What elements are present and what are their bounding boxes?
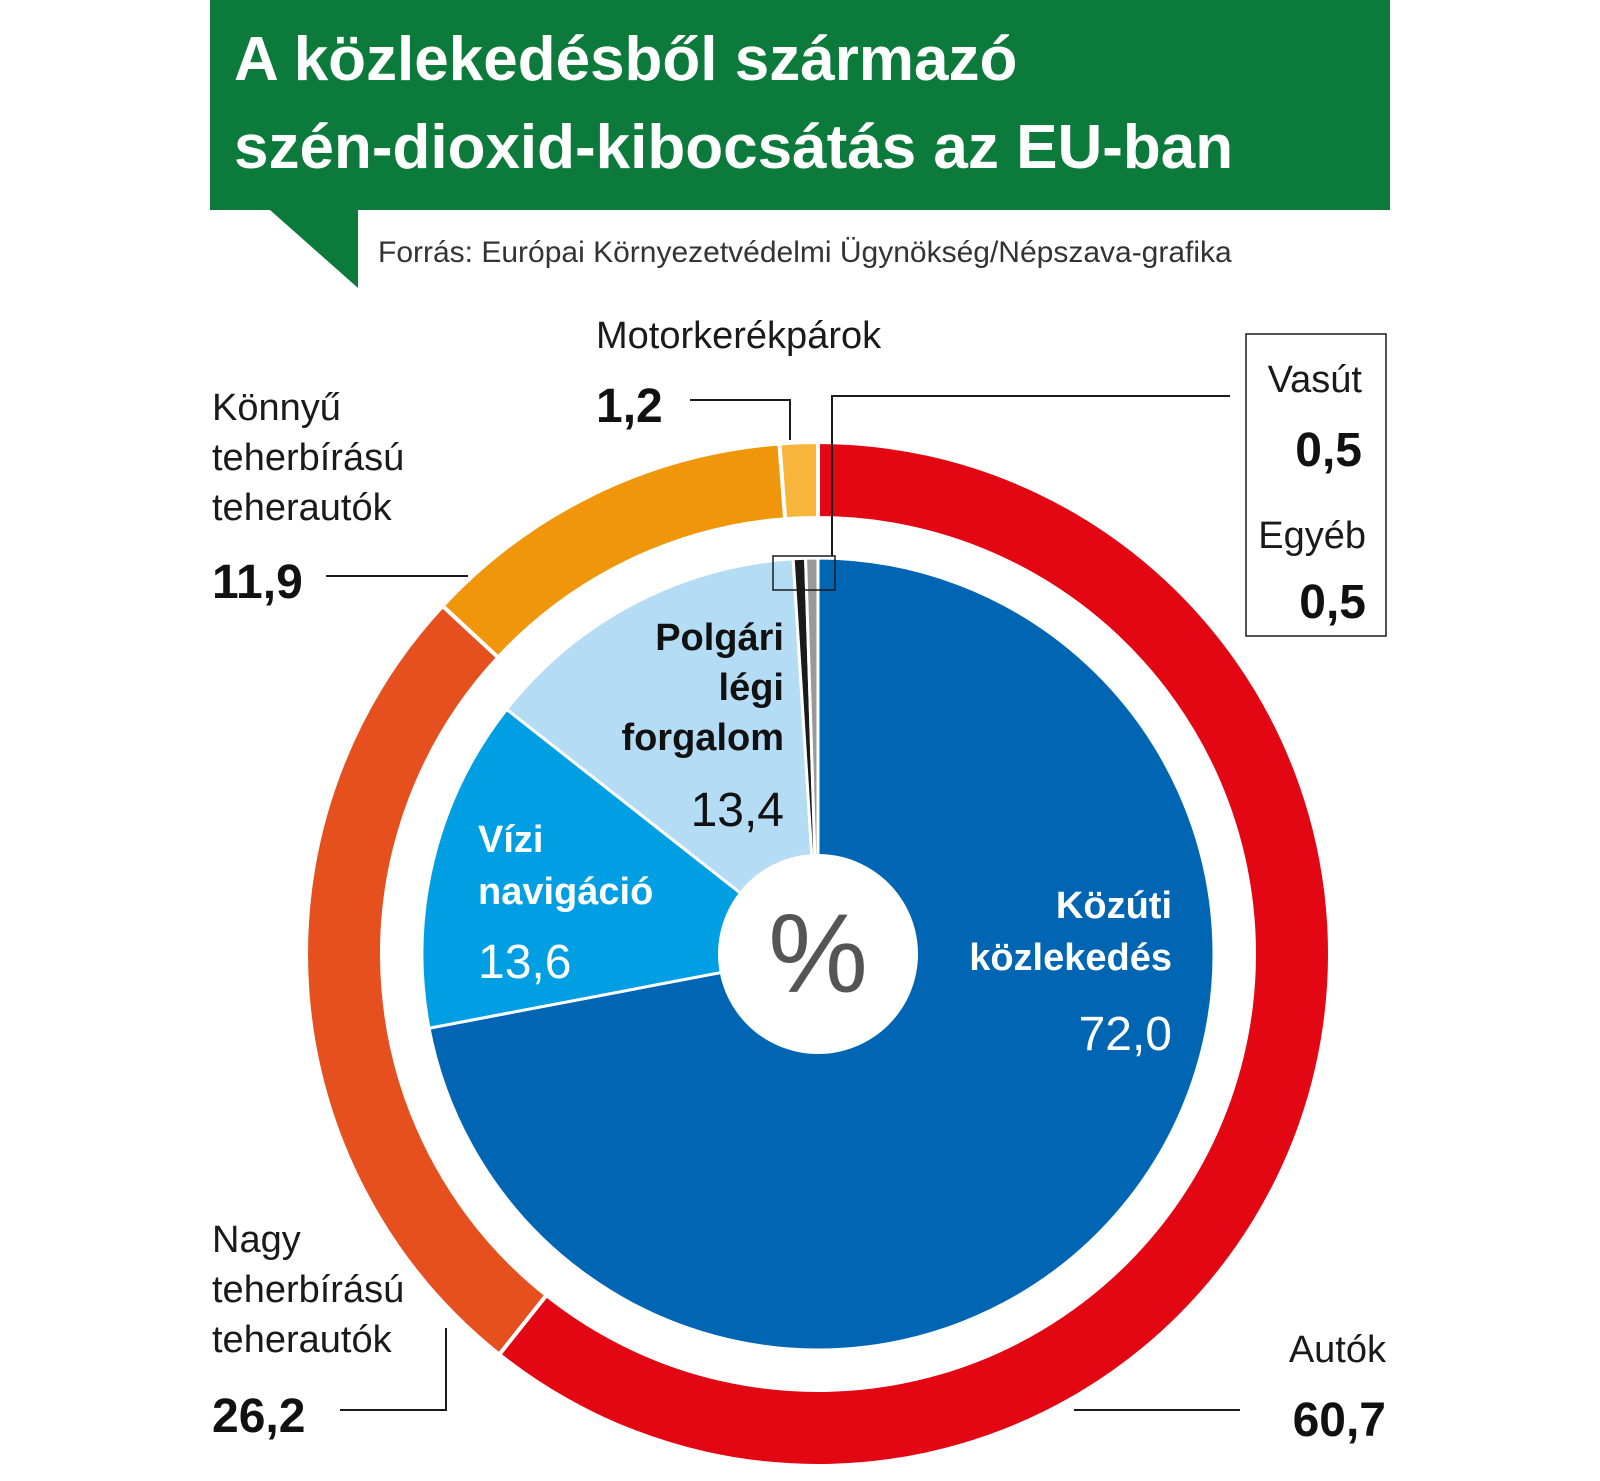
label-nagy-line-1: Nagy (212, 1219, 301, 1261)
outer-slice-autok (496, 439, 1332, 1468)
label-vizi: Vízi navigáció 13,6 (478, 819, 653, 989)
title-background (210, 0, 1390, 210)
label-nagy-line-2: teherbírású (212, 1269, 404, 1311)
value-vizi: 13,6 (478, 936, 571, 989)
label-kozuti-line-2: közlekedés (969, 937, 1172, 979)
leader-nagy (340, 1328, 447, 1411)
title-banner: A közlekedésből származó szén-dioxid-kib… (210, 0, 1390, 288)
inner-slice-polgari-legi-forgalom (504, 557, 820, 958)
value-nagy: 26,2 (212, 1390, 305, 1443)
value-motor: 1,2 (596, 380, 663, 433)
unit-symbol: % (768, 891, 868, 1016)
chart-title-line-1: A közlekedésből származó (234, 25, 1017, 94)
chart-title-line-2: szén-dioxid-kibocsátás az EU-ban (234, 113, 1233, 182)
value-legi: 13,4 (691, 784, 784, 837)
value-egyeb: 0,5 (1299, 576, 1366, 629)
label-motor: Motorkerékpárok 1,2 (596, 315, 882, 440)
value-konnyu: 11,9 (212, 556, 303, 609)
source-note: Forrás: Európai Környezetvédelmi Ügynöks… (378, 236, 1232, 269)
title-pointer (270, 210, 358, 288)
label-vizi-line-2: navigáció (478, 871, 653, 913)
label-autok-text: Autók (1289, 1329, 1387, 1371)
label-legi-line-3: forgalom (621, 717, 784, 759)
outer-slice-motorkerekparok (777, 439, 820, 522)
label-autok: Autók 60,7 (1074, 1329, 1387, 1447)
small-slices-marker (772, 555, 836, 591)
label-motor-text: Motorkerékpárok (596, 315, 882, 357)
label-konnyu-line-3: teherautók (212, 487, 393, 529)
leader-motor (690, 399, 791, 440)
center-hole (718, 854, 918, 1054)
label-kozuti: Közúti közlekedés 72,0 (969, 885, 1172, 1061)
label-vizi-line-1: Vízi (478, 819, 543, 861)
label-legi: Polgári légi forgalom 13,4 (621, 617, 784, 837)
value-kozuti: 72,0 (1079, 1008, 1172, 1061)
small-slices-legend-box (1245, 333, 1387, 637)
label-kozuti-line-1: Közúti (1056, 885, 1172, 927)
label-nagy-line-3: teherautók (212, 1319, 393, 1361)
label-egyeb: Egyéb (1258, 515, 1366, 557)
label-legi-line-1: Polgári (655, 617, 784, 659)
value-autok: 60,7 (1293, 1394, 1386, 1447)
label-konnyu-line-1: Könnyű (212, 387, 341, 429)
label-vasut: Vasút (1268, 359, 1363, 401)
value-vasut: 0,5 (1295, 424, 1362, 477)
label-konnyu: Könnyű teherbírású teherautók 11,9 (212, 387, 468, 609)
label-konnyu-line-2: teherbírású (212, 437, 404, 479)
label-legi-line-2: légi (719, 667, 784, 709)
label-nagy: Nagy teherbírású teherautók 26,2 (212, 1219, 447, 1443)
outer-ring (304, 439, 1332, 1468)
leader-small-slices (831, 395, 1230, 556)
